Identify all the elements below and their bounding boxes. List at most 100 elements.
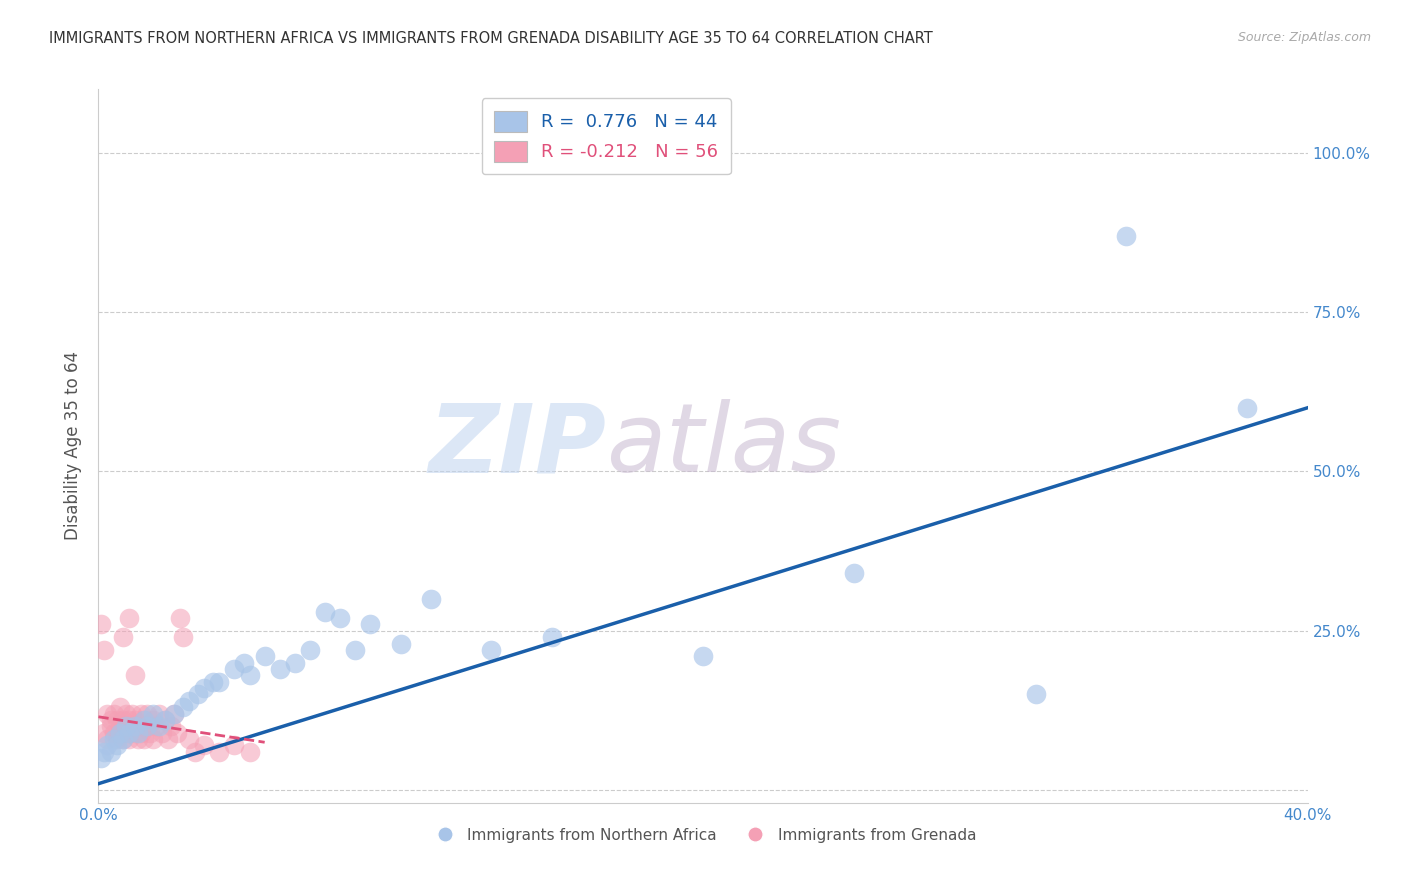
Point — [179, 694, 201, 708]
Point — [129, 706, 152, 721]
Point — [163, 706, 186, 721]
Point — [692, 649, 714, 664]
Point — [239, 745, 262, 759]
Point — [360, 617, 382, 632]
Point — [118, 725, 141, 739]
Point — [121, 719, 143, 733]
Point — [1236, 401, 1258, 415]
Point — [108, 725, 131, 739]
Point — [111, 725, 134, 739]
Point — [108, 725, 131, 739]
Point — [100, 719, 122, 733]
Point — [96, 739, 118, 753]
Point — [96, 706, 118, 721]
Point — [135, 706, 157, 721]
Point — [105, 732, 128, 747]
Point — [153, 713, 176, 727]
Point — [145, 719, 167, 733]
Legend: Immigrants from Northern Africa, Immigrants from Grenada: Immigrants from Northern Africa, Immigra… — [423, 822, 983, 848]
Point — [105, 713, 128, 727]
Point — [111, 732, 134, 747]
Point — [420, 591, 443, 606]
Point — [844, 566, 866, 581]
Point — [148, 719, 170, 733]
Point — [172, 630, 194, 644]
Point — [150, 725, 173, 739]
Point — [160, 719, 183, 733]
Y-axis label: Disability Age 35 to 64: Disability Age 35 to 64 — [65, 351, 83, 541]
Point — [100, 713, 122, 727]
Point — [481, 643, 503, 657]
Point — [129, 725, 152, 739]
Point — [127, 719, 149, 733]
Point — [114, 706, 136, 721]
Point — [124, 713, 146, 727]
Point — [172, 700, 194, 714]
Point — [253, 649, 276, 664]
Point — [105, 739, 128, 753]
Point — [540, 630, 562, 644]
Point — [224, 739, 246, 753]
Point — [103, 732, 125, 747]
Point — [111, 732, 134, 747]
Point — [127, 725, 149, 739]
Point — [139, 725, 162, 739]
Point — [163, 706, 186, 721]
Point — [284, 656, 307, 670]
Point — [96, 732, 118, 747]
Point — [132, 713, 155, 727]
Point — [389, 636, 412, 650]
Text: atlas: atlas — [606, 400, 841, 492]
Point — [153, 713, 176, 727]
Point — [111, 713, 134, 727]
Point — [1024, 688, 1046, 702]
Point — [142, 706, 165, 721]
Point — [239, 668, 262, 682]
Point — [90, 751, 112, 765]
Text: ZIP: ZIP — [429, 400, 606, 492]
Point — [124, 719, 146, 733]
Point — [148, 706, 170, 721]
Point — [103, 706, 125, 721]
Point — [118, 732, 141, 747]
Point — [93, 725, 115, 739]
Point — [269, 662, 291, 676]
Point — [169, 611, 191, 625]
Point — [132, 713, 155, 727]
Point — [156, 732, 179, 747]
Point — [232, 656, 254, 670]
Point — [208, 745, 231, 759]
Point — [202, 674, 225, 689]
Point — [118, 725, 141, 739]
Point — [127, 732, 149, 747]
Point — [121, 706, 143, 721]
Point — [179, 732, 201, 747]
Text: Source: ZipAtlas.com: Source: ZipAtlas.com — [1237, 31, 1371, 45]
Point — [166, 725, 188, 739]
Point — [93, 643, 115, 657]
Point — [193, 681, 215, 695]
Point — [114, 719, 136, 733]
Point — [184, 745, 207, 759]
Point — [124, 725, 146, 739]
Point — [314, 605, 336, 619]
Point — [344, 643, 367, 657]
Point — [90, 617, 112, 632]
Point — [108, 700, 131, 714]
Point — [1115, 228, 1137, 243]
Point — [299, 643, 322, 657]
Text: IMMIGRANTS FROM NORTHERN AFRICA VS IMMIGRANTS FROM GRENADA DISABILITY AGE 35 TO : IMMIGRANTS FROM NORTHERN AFRICA VS IMMIG… — [49, 31, 934, 46]
Point — [193, 739, 215, 753]
Point — [118, 713, 141, 727]
Point — [142, 713, 165, 727]
Point — [329, 611, 352, 625]
Point — [124, 668, 146, 682]
Point — [118, 611, 141, 625]
Point — [208, 674, 231, 689]
Point — [93, 745, 115, 759]
Point — [135, 719, 157, 733]
Point — [135, 719, 157, 733]
Point — [103, 725, 125, 739]
Point — [111, 630, 134, 644]
Point — [142, 732, 165, 747]
